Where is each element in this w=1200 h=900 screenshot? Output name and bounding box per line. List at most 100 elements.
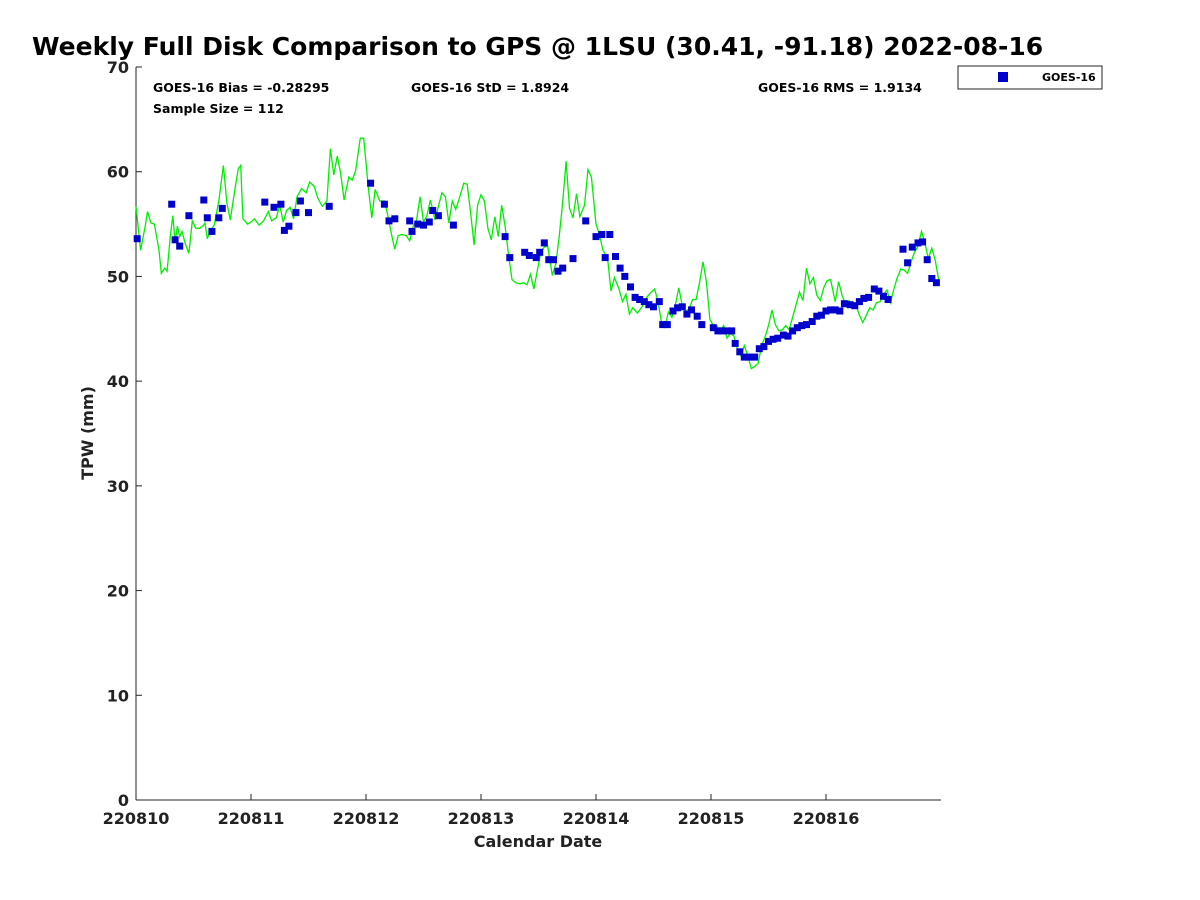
data-point-goes16 [932, 279, 940, 287]
y-tick-label: 20 [107, 582, 129, 601]
stat-rms: GOES-16 RMS = 1.9134 [758, 80, 922, 95]
stat-bias: GOES-16 Bias = -0.28295 [153, 80, 329, 95]
data-point-goes16 [659, 321, 667, 329]
data-point-goes16 [532, 254, 540, 262]
x-tick-label: 220812 [333, 809, 400, 828]
data-point-goes16 [779, 331, 787, 339]
data-point-goes16 [751, 353, 759, 361]
x-tick-label: 220815 [678, 809, 745, 828]
data-point-goes16 [851, 302, 859, 310]
data-point-goes16 [203, 214, 211, 222]
data-point-goes16 [606, 231, 614, 238]
data-point-goes16 [408, 227, 416, 235]
x-tick-label: 220813 [448, 809, 515, 828]
y-tick-label: 10 [107, 686, 129, 705]
data-point-goes16 [627, 283, 634, 291]
data-point-goes16 [698, 321, 706, 329]
data-point-goes16 [793, 324, 801, 332]
data-point-goes16 [391, 215, 399, 223]
legend-label-goes16: GOES-16 [1042, 71, 1096, 84]
data-point-goes16 [569, 255, 577, 263]
data-point-goes16 [425, 218, 433, 226]
data-point-goes16 [380, 200, 388, 208]
data-point-goes16 [550, 256, 557, 264]
y-tick-label: 30 [107, 477, 129, 496]
data-point-goes16 [636, 296, 644, 303]
data-point-goes16 [598, 231, 606, 238]
data-point-goes16 [176, 242, 184, 250]
data-point-goes16 [678, 303, 686, 311]
stat-std: GOES-16 StD = 1.8924 [411, 80, 569, 95]
data-point-goes16 [540, 239, 548, 247]
data-point-goes16 [429, 207, 437, 214]
data-point-goes16 [880, 292, 887, 300]
data-point-goes16 [688, 306, 695, 314]
data-point-goes16 [803, 321, 810, 329]
data-point-goes16 [420, 221, 427, 229]
data-point-goes16 [261, 198, 269, 206]
data-point-goes16 [285, 222, 293, 230]
data-point-goes16 [554, 267, 562, 275]
data-point-goes16 [449, 221, 457, 229]
data-point-goes16 [831, 306, 839, 314]
data-point-goes16 [827, 306, 835, 314]
stat-sample-size: Sample Size = 112 [153, 101, 284, 116]
x-tick-label: 220816 [793, 809, 860, 828]
data-point-goes16 [545, 256, 553, 264]
y-tick-label: 70 [107, 58, 129, 77]
data-point-goes16 [709, 324, 717, 332]
data-point-goes16 [817, 311, 825, 319]
x-tick-label: 220814 [563, 809, 630, 828]
data-point-goes16 [631, 293, 639, 301]
data-point-goes16 [755, 345, 763, 353]
data-point-goes16 [813, 312, 821, 320]
data-point-goes16 [185, 212, 193, 220]
data-point-goes16 [928, 275, 936, 282]
data-point-goes16 [765, 337, 772, 345]
data-point-goes16 [875, 287, 883, 295]
y-tick-label: 50 [107, 267, 129, 286]
data-point-goes16 [406, 217, 414, 225]
y-tick-label: 0 [118, 791, 129, 810]
data-point-goes16 [215, 214, 223, 222]
data-point-goes16 [640, 298, 648, 306]
data-point-goes16 [536, 248, 544, 256]
data-point-goes16 [525, 252, 533, 259]
data-point-goes16 [592, 233, 600, 241]
data-point-goes16 [846, 301, 854, 309]
data-point-goes16 [506, 254, 514, 262]
data-point-goes16 [655, 298, 663, 306]
data-point-goes16 [870, 285, 878, 293]
data-point-goes16 [723, 327, 731, 335]
data-point-goes16 [719, 327, 726, 335]
data-point-goes16 [884, 296, 892, 303]
data-point-goes16 [200, 196, 208, 204]
data-point-goes16 [855, 298, 863, 306]
y-axis-label: TPW (mm) [78, 386, 97, 480]
data-point-goes16 [784, 332, 792, 340]
plot-area: 0 10 20 30 40 50 60 70 220810 220811 220812 220813… [103, 58, 941, 828]
data-point-goes16 [731, 339, 739, 347]
data-point-goes16 [616, 264, 624, 272]
data-point-goes16 [840, 300, 848, 308]
data-point-goes16 [760, 343, 768, 351]
data-point-goes16 [714, 327, 722, 335]
y-tick-label: 60 [107, 163, 129, 182]
y-axis-ticks: 0 10 20 30 40 50 60 70 [107, 58, 142, 810]
data-point-goes16 [745, 353, 753, 361]
x-tick-label: 220810 [103, 809, 170, 828]
data-point-goes16 [904, 259, 912, 267]
x-axis-label: Calendar Date [474, 832, 603, 851]
x-axis-ticks: 220810 220811 220812 220813 220814 220815 2208… [103, 794, 860, 828]
data-point-goes16 [367, 179, 375, 187]
data-point-goes16 [501, 233, 509, 241]
data-point-goes16 [663, 321, 671, 329]
data-point-goes16 [292, 209, 300, 217]
data-point-goes16 [305, 209, 312, 217]
data-point-goes16 [612, 253, 619, 260]
data-point-goes16 [808, 318, 816, 325]
data-point-goes16 [836, 307, 844, 315]
data-point-goes16 [923, 256, 931, 264]
data-point-goes16 [769, 335, 777, 343]
